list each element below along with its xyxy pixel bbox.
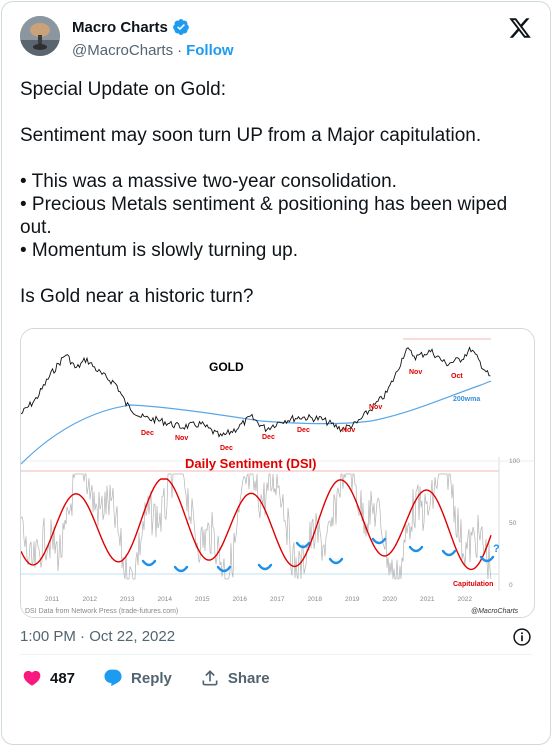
dsi-smoothed-line [21,478,492,571]
share-label: Share [227,669,270,687]
x-year-label: 2019 [345,596,360,603]
capitulation-label: Capitulation [453,581,493,588]
info-icon[interactable] [512,627,532,647]
handle[interactable]: @MacroCharts [72,42,174,59]
x-year-label: 2020 [383,596,398,603]
capitulation-arc [295,541,311,549]
x-year-label: 2011 [45,596,59,603]
x-year-label: 2012 [83,596,98,603]
y-tick-label: 0 [509,582,513,589]
month-label: Nov [409,369,422,376]
month-label: Nov [369,404,382,411]
avatar[interactable] [20,16,60,56]
capitulation-arc [216,565,232,573]
x-year-label: 2013 [120,596,135,603]
ma-label: 200wma [453,396,480,403]
like-button[interactable]: 487 [22,668,75,688]
gold-path [21,346,491,438]
month-label: Oct [451,373,463,380]
x-year-label: 2022 [458,596,473,603]
watermark: @MacroCharts [471,608,519,615]
like-count: 487 [50,669,76,687]
x-year-label: 2016 [233,596,248,603]
capitulation-arc [441,549,457,557]
month-label: Nov [175,435,188,442]
question-mark: ? [493,543,500,555]
x-year-label: 2014 [158,596,173,603]
x-axis-years: 2011 2012 2013 2014 2015 2016 2017 2018 2019 2020… [45,596,472,603]
dsi-raw-line [21,472,492,580]
tweet-text: Special Update on Gold: Sentiment may so… [20,79,508,307]
month-labels: Dec Nov Dec Dec Dec Nov Nov Nov Oct [141,369,463,452]
month-label: Dec [262,434,275,441]
capitulation-arc [141,559,157,567]
reply-label: Reply [131,669,172,687]
timestamp[interactable]: 1:00 PM · Oct 22, 2022 [20,628,176,645]
gold-title: GOLD [209,360,244,374]
y-tick-label: 100 [509,458,520,465]
capitulation-arc [371,537,387,545]
verified-badge-icon [172,18,190,36]
x-year-label: 2021 [420,596,435,603]
share-icon [202,670,218,686]
x-year-label: 2017 [270,596,285,603]
capitulation-arcs [141,537,495,573]
month-label: Dec [220,445,233,452]
tweet-media-image[interactable]: Dec Nov Dec Dec Dec Nov Nov Nov Oct 2011 2012 2013… [20,328,535,618]
capitulation-arc [328,557,344,565]
display-name[interactable]: Macro Charts [72,18,168,36]
ma-line [21,380,492,465]
reply-bubble-icon [104,669,122,687]
capitulation-arc [173,565,189,573]
y-axis-ticks: 100 50 0 [509,458,520,589]
month-label: Nov [342,427,355,434]
dsi-title: Daily Sentiment (DSI) [185,456,316,471]
dsi-red-path [21,478,492,571]
separator: · [177,42,183,59]
y-tick-label: 50 [509,520,517,527]
source-label: DSI Data from Network Press (trade-futur… [25,608,178,615]
month-label: Dec [297,427,310,434]
x-year-label: 2015 [195,596,210,603]
heart-icon [23,670,41,686]
follow-button[interactable]: Follow [186,42,234,59]
share-button[interactable]: Share [200,668,270,688]
capitulation-arc [408,545,424,553]
capitulation-arc [479,555,495,563]
capitulation-arc [257,563,273,571]
dsi-gray-path [21,472,492,580]
divider [20,654,532,655]
month-label: Dec [141,430,154,437]
x-logo-icon[interactable] [508,16,532,40]
gold-price-line [21,346,491,438]
reply-button[interactable]: Reply [103,668,172,688]
action-bar: 487 Reply Share [22,668,298,688]
x-year-label: 2018 [308,596,323,603]
